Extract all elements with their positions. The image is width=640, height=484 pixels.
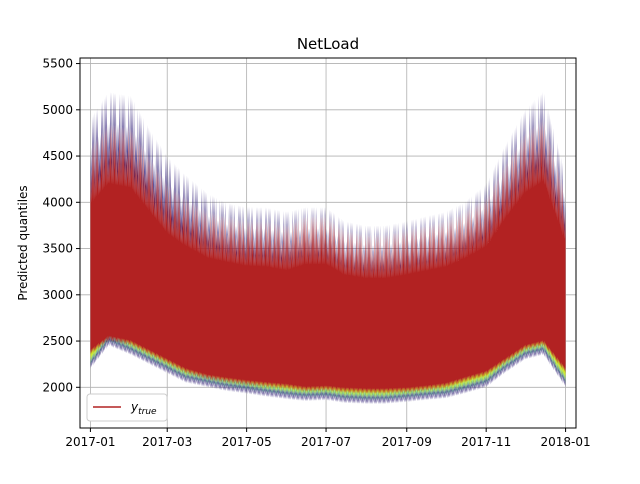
y-true-band [90,119,566,394]
x-tick-label: 2017-03 [142,435,192,449]
x-tick-label: 2018-01 [541,435,591,449]
y-axis: 2000 2500 3000 3500 4000 4500 5000 5500 [42,57,80,394]
x-tick-label: 2017-11 [461,435,511,449]
x-tick-label: 2017-01 [65,435,115,449]
y-tick-label: 4500 [42,149,73,163]
y-tick-label: 5000 [42,103,73,117]
legend-label-main: y [130,400,139,414]
axes-frame [79,57,577,429]
y-tick-label: 3500 [42,242,73,256]
y-tick-label: 2000 [42,380,73,394]
legend-label-subscript: true [138,407,157,417]
upper-quantile-band [90,91,566,279]
legend-label-y-true: ytrue [130,400,157,417]
y-tick-label: 2500 [42,334,73,348]
chart-title: NetLoad [297,35,359,53]
y-tick-label: 5500 [42,57,73,71]
y-axis-label: Predicted quantiles [16,185,30,300]
y-tick-label: 4000 [42,195,73,209]
legend: ytrue [86,393,168,422]
x-tick-label: 2017-07 [301,435,351,449]
x-tick-label: 2017-05 [222,435,272,449]
x-axis: 2017-01 2017-03 2017-05 2017-07 2017-09 2017-… [65,428,591,449]
x-tick-label: 2017-09 [382,435,432,449]
plot-area [90,91,566,404]
y-tick-label: 3000 [42,288,73,302]
legend-box [86,393,168,422]
